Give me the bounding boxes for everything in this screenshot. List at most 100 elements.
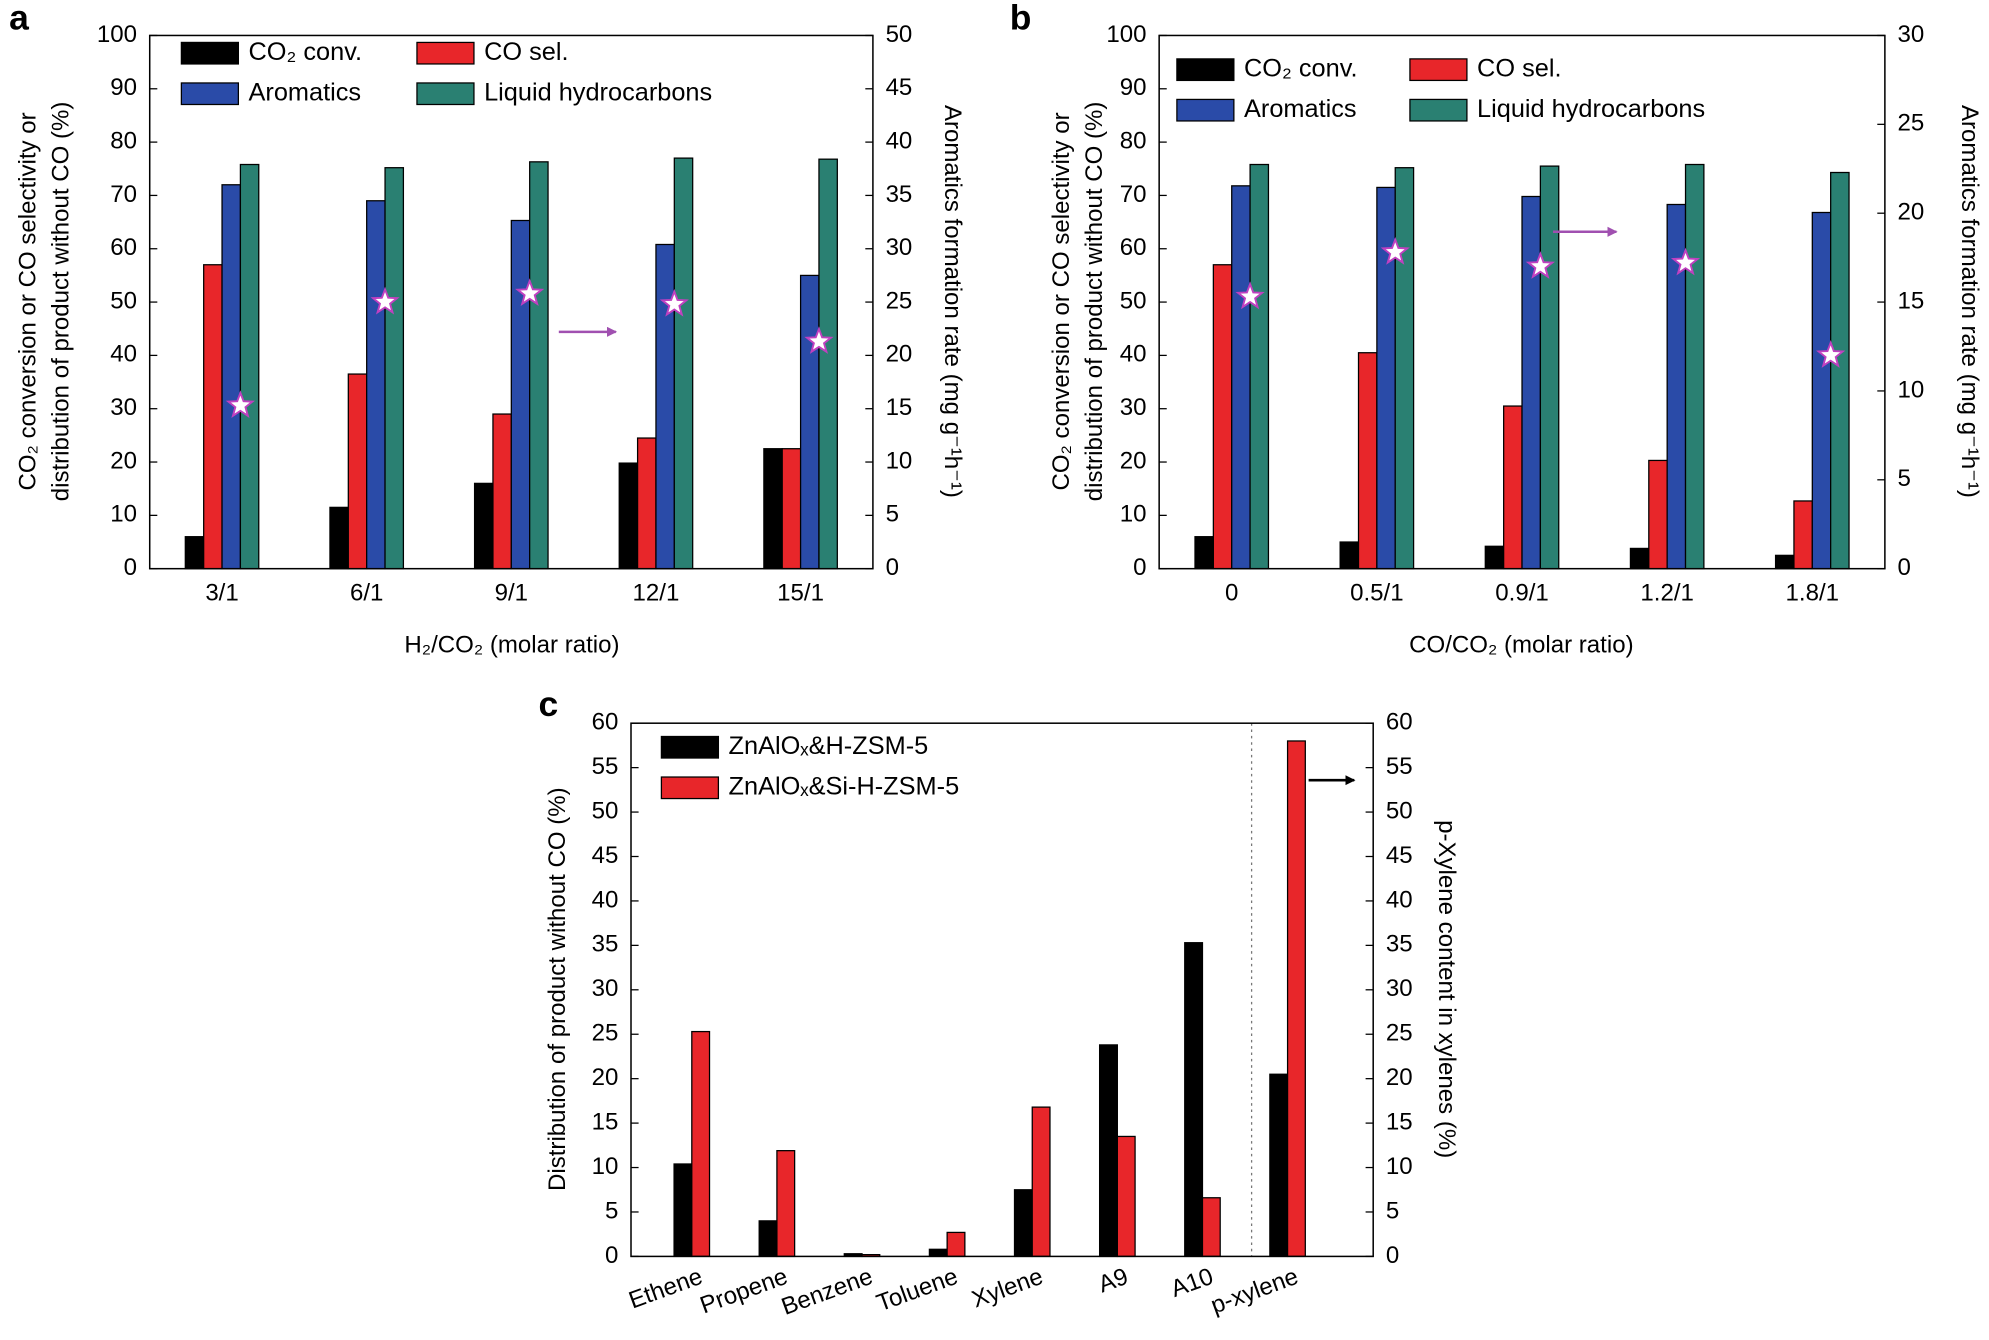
bar (1339, 541, 1360, 570)
bar (1394, 167, 1415, 570)
y-tick-label: 70 (1120, 181, 1147, 208)
bar (1194, 536, 1214, 570)
x-tick-label: 15/1 (777, 579, 824, 606)
bar (1811, 211, 1832, 570)
y-tick-label: 20 (110, 447, 137, 474)
legend-label: Aromatics (249, 78, 362, 106)
y2-tick-label: 35 (886, 181, 913, 208)
y2-tick-label: 15 (886, 394, 913, 421)
bar (636, 437, 657, 570)
star-marker (659, 288, 689, 317)
y-tick-label: 20 (592, 1064, 619, 1091)
y-tick-label: 90 (1120, 74, 1147, 101)
legend-swatch (180, 82, 240, 106)
bar (818, 158, 838, 570)
star-marker (1816, 340, 1846, 368)
bar (691, 1030, 711, 1258)
x-axis-label: H₂/CO₂ (molar ratio) (404, 631, 619, 658)
panel-label: a (9, 0, 29, 38)
bar (221, 184, 242, 570)
bar (1201, 1197, 1221, 1258)
x-tick-label: Benzene (778, 1263, 876, 1321)
y2-tick-label: 40 (886, 127, 913, 154)
y2-tick-label: 30 (886, 234, 913, 261)
x-tick-label: 9/1 (495, 579, 528, 606)
x-tick-label: 0 (1225, 579, 1238, 606)
legend-label: Liquid hydrocarbons (1477, 95, 1705, 123)
y2-tick-label: 0 (1898, 554, 1911, 581)
star-marker (1380, 236, 1410, 265)
y2-axis-label: Aromatics formation rate (mg g⁻¹h⁻¹) (1956, 105, 1983, 498)
y-tick-label: 50 (1120, 287, 1147, 314)
panel-label: b (1010, 0, 1032, 38)
y2-tick-label: 25 (886, 287, 913, 314)
legend-swatch (1176, 98, 1235, 122)
legend-swatch (416, 41, 475, 65)
y-tick-label: 100 (1106, 21, 1146, 48)
x-tick-label: A9 (1095, 1263, 1132, 1298)
y2-tick-label: 10 (1386, 1153, 1413, 1180)
bar (203, 264, 223, 570)
y2-axis-label: Aromatics formation rate (mg g⁻¹h⁻¹) (939, 105, 966, 498)
bar (1116, 1135, 1136, 1258)
y-tick-label: 45 (592, 842, 619, 869)
bar (1484, 545, 1505, 570)
bar (1539, 165, 1560, 570)
legend-swatch (1409, 98, 1468, 122)
legend-label: CO₂ conv. (1244, 54, 1358, 82)
y2-tick-label: 20 (886, 341, 913, 368)
plot-frame (630, 722, 1374, 1258)
y2-tick-label: 30 (1898, 21, 1925, 48)
x-tick-label: 1.2/1 (1640, 579, 1693, 606)
y-tick-label: 50 (592, 797, 619, 824)
bar (1184, 942, 1204, 1258)
y-tick-label: 60 (1120, 234, 1147, 261)
y-tick-label: 80 (1120, 127, 1147, 154)
legend-label: CO sel. (1477, 54, 1561, 82)
y-tick-label: 55 (592, 753, 619, 780)
y2-tick-label: 55 (1386, 753, 1413, 780)
bar (1249, 163, 1270, 570)
legend-swatch (180, 41, 240, 65)
y-tick-label: 70 (110, 181, 137, 208)
y-tick-label: 35 (592, 931, 619, 958)
bar (1212, 264, 1233, 570)
y-axis-label: CO₂ conversion or CO selectivity or (1048, 112, 1075, 490)
bar (366, 200, 386, 570)
bar (1031, 1106, 1051, 1258)
y2-tick-label: 15 (1898, 287, 1925, 314)
y-tick-label: 5 (605, 1197, 618, 1224)
bar (1774, 554, 1795, 570)
bar (1793, 500, 1813, 570)
bar (473, 482, 494, 570)
bar (946, 1231, 966, 1258)
bar (1684, 163, 1705, 570)
y2-tick-label: 50 (1386, 797, 1413, 824)
bar (510, 219, 531, 570)
bar (781, 448, 802, 570)
bar (1231, 185, 1251, 570)
legend-swatch (416, 82, 475, 106)
y2-tick-label: 20 (1898, 199, 1925, 226)
y2-tick-label: 5 (1386, 1197, 1399, 1224)
y2-tick-label: 45 (1386, 842, 1413, 869)
bar (1286, 740, 1306, 1258)
legend-label: CO₂ conv. (249, 38, 363, 66)
bar (384, 167, 405, 570)
star-marker (1525, 251, 1555, 279)
legend-swatch (660, 735, 720, 759)
y2-tick-label: 60 (1386, 709, 1413, 736)
x-tick-label: 0.5/1 (1350, 579, 1403, 606)
bar (673, 157, 694, 570)
y-tick-label: 10 (110, 501, 137, 528)
y2-tick-label: 5 (1898, 465, 1911, 492)
plot-frame (148, 34, 874, 570)
y-tick-label: 40 (110, 341, 137, 368)
bar (184, 536, 205, 570)
y-axis-label: distribution of product without CO (%) (1081, 102, 1108, 502)
y-tick-label: 80 (110, 127, 137, 154)
star-marker (370, 286, 400, 315)
bar (1503, 405, 1523, 570)
bar (239, 163, 260, 570)
